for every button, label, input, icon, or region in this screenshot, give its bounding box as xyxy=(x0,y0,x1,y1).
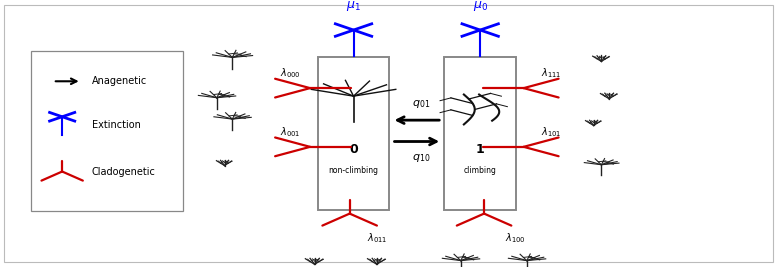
Text: Cladogenetic: Cladogenetic xyxy=(92,167,155,176)
FancyBboxPatch shape xyxy=(31,51,183,211)
FancyBboxPatch shape xyxy=(4,5,773,262)
Text: $\mu_1$: $\mu_1$ xyxy=(346,0,361,13)
Text: $q_{01}$: $q_{01}$ xyxy=(412,98,430,110)
FancyBboxPatch shape xyxy=(318,57,389,210)
Text: $q_{10}$: $q_{10}$ xyxy=(412,152,430,163)
Text: non-climbing: non-climbing xyxy=(329,166,378,175)
Text: $\lambda_{001}$: $\lambda_{001}$ xyxy=(280,125,301,139)
Text: 0: 0 xyxy=(349,143,358,156)
Text: $\lambda_{101}$: $\lambda_{101}$ xyxy=(541,125,561,139)
Text: $\lambda_{111}$: $\lambda_{111}$ xyxy=(541,66,561,80)
Text: $\lambda_{000}$: $\lambda_{000}$ xyxy=(280,66,301,80)
FancyBboxPatch shape xyxy=(444,57,516,210)
Text: $\lambda_{011}$: $\lambda_{011}$ xyxy=(367,231,387,245)
Text: $\mu_0$: $\mu_0$ xyxy=(472,0,488,13)
Text: 1: 1 xyxy=(476,143,485,156)
Text: Anagenetic: Anagenetic xyxy=(92,76,147,86)
Text: Extinction: Extinction xyxy=(92,120,141,130)
Text: $\lambda_{100}$: $\lambda_{100}$ xyxy=(505,231,525,245)
Text: climbing: climbing xyxy=(464,166,497,175)
